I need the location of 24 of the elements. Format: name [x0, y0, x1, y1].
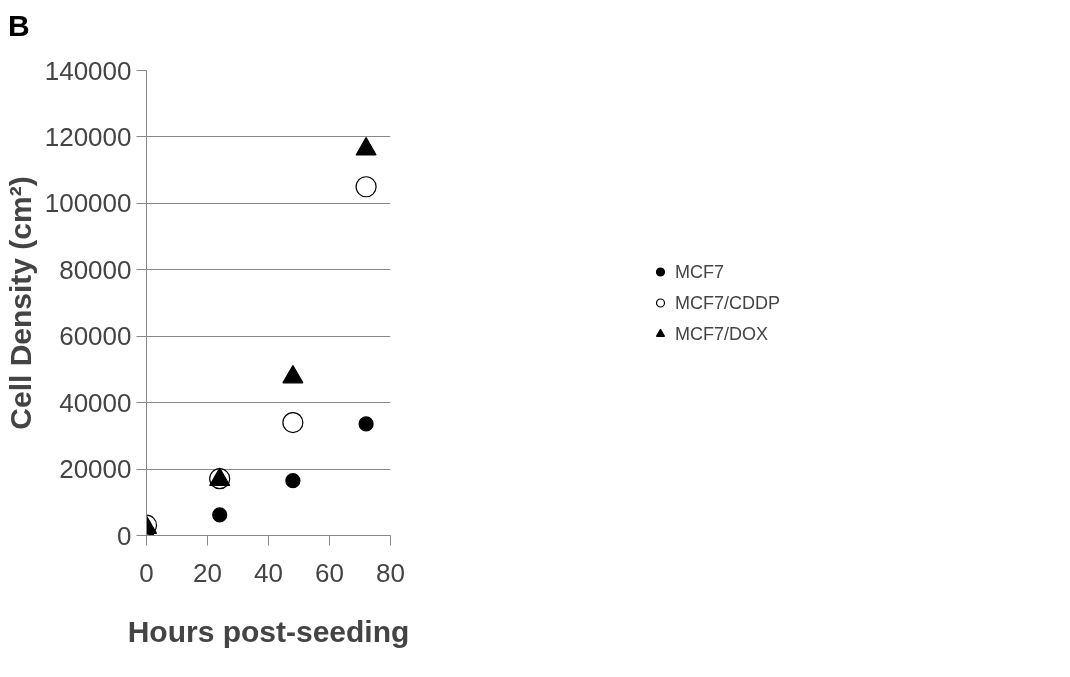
point [282, 411, 304, 434]
y-tick-label: 120000 [44, 121, 132, 152]
y-tick-label: 0 [117, 520, 132, 551]
x-tick-label: 20 [193, 557, 222, 588]
y-tick-label: 140000 [44, 55, 132, 86]
y-axis-title: Cell Density (cm²) [3, 176, 37, 430]
x-axis-title: Hours post-seeding [127, 614, 410, 648]
y-tick-label: 100000 [44, 188, 132, 219]
y-tick-label: 60000 [59, 321, 132, 352]
x-tick-label: 60 [315, 557, 344, 588]
x-tick-label: 80 [376, 557, 405, 588]
y-tick-label: 80000 [59, 254, 132, 285]
point [212, 507, 228, 523]
x-tick-label: 40 [254, 557, 283, 588]
text: B [8, 8, 30, 44]
point [358, 416, 374, 432]
y-tick-label: 40000 [59, 387, 132, 418]
point [285, 473, 301, 489]
legend-label: MCF7 [674, 261, 724, 282]
point [355, 176, 377, 198]
x-tick-label: 0 [139, 557, 154, 588]
y-tick-label: 20000 [59, 454, 132, 485]
legend-label: MCF7/DOX [674, 323, 769, 344]
legend-label: MCF7/CDDP [674, 292, 781, 313]
